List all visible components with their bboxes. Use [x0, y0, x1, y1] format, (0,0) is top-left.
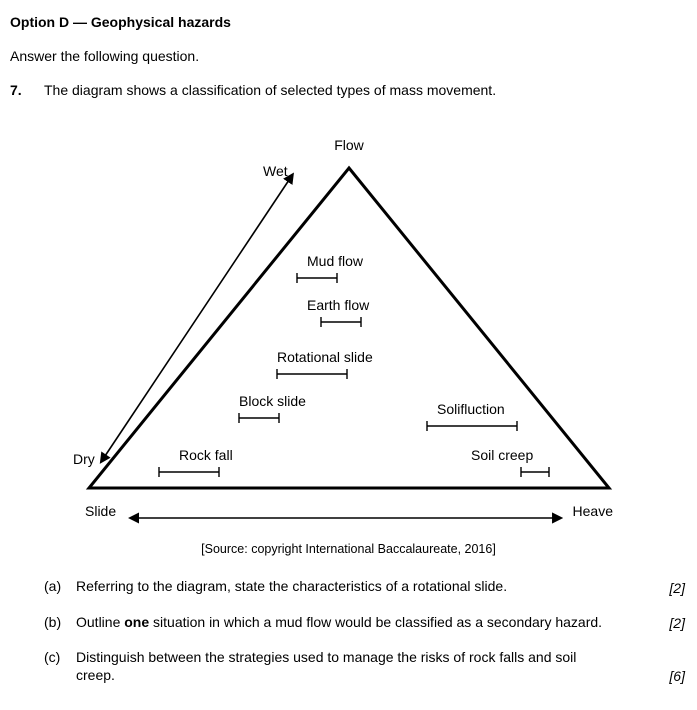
question-parts: (a)Referring to the diagram, state the c… — [44, 578, 685, 684]
apex-label-top: Flow — [334, 137, 364, 153]
part-text-segment: one — [124, 614, 149, 630]
part-label: (a) — [44, 578, 76, 594]
item-label: Rock fall — [179, 447, 233, 463]
part-marks: [6] — [657, 668, 685, 684]
axis-label-wet-dry-start: Wet — [263, 163, 288, 179]
question-part: (b)Outline one situation in which a mud … — [44, 614, 685, 632]
item-label: Mud flow — [307, 253, 364, 269]
item-label: Block slide — [239, 393, 306, 409]
diagram-container: Flow Slide Heave Wet Dry Fast Slow Mud flow Eart… — [0, 108, 697, 528]
question-part: (c)Distinguish between the strategies us… — [44, 649, 685, 684]
part-text-segment: situation in which a mud flow would be c… — [149, 614, 602, 630]
part-text-segment: Referring to the diagram, state the char… — [76, 578, 507, 594]
axis-label-fast-slow-start: Fast — [137, 525, 164, 528]
part-text: Outline one situation in which a mud flo… — [76, 614, 657, 632]
part-text: Referring to the diagram, state the char… — [76, 578, 657, 596]
part-text-segment: Outline — [76, 614, 124, 630]
part-marks: [2] — [657, 615, 685, 631]
axis-label-fast-slow-end: Slow — [530, 525, 561, 528]
part-marks: [2] — [657, 580, 685, 596]
item-label: Solifluction — [437, 401, 505, 417]
item-label: Soil creep — [471, 447, 533, 463]
axis-label-wet-dry-end: Dry — [73, 451, 95, 467]
source-line: [Source: copyright International Baccala… — [0, 542, 697, 556]
question-number: 7. — [10, 82, 44, 98]
option-title: Option D — Geophysical hazards — [10, 14, 697, 30]
apex-label-right: Heave — [572, 503, 613, 519]
part-text-segment: Distinguish between the strategies used … — [76, 649, 576, 683]
question-part: (a)Referring to the diagram, state the c… — [44, 578, 685, 596]
axis-wet-dry — [101, 180, 289, 462]
exam-page: Option D — Geophysical hazards Answer th… — [0, 0, 697, 684]
part-label: (b) — [44, 614, 76, 630]
item-label: Earth flow — [307, 297, 370, 313]
question-text: The diagram shows a classification of se… — [44, 82, 697, 98]
part-text: Distinguish between the strategies used … — [76, 649, 657, 684]
answer-instruction: Answer the following question. — [10, 48, 697, 64]
part-label: (c) — [44, 649, 76, 665]
question-row: 7. The diagram shows a classification of… — [10, 82, 697, 98]
item-label: Rotational slide — [277, 349, 373, 365]
mass-movement-diagram: Flow Slide Heave Wet Dry Fast Slow Mud flow Eart… — [39, 108, 659, 528]
apex-label-left: Slide — [85, 503, 116, 519]
triangle-outline — [89, 168, 609, 488]
